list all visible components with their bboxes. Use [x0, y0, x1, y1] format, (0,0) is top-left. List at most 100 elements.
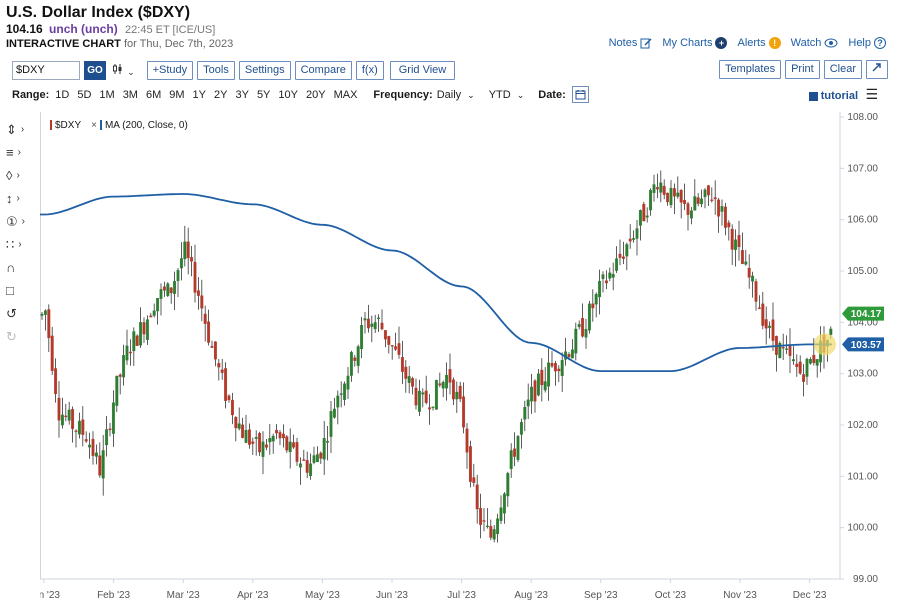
redo-tool[interactable]: ↻ — [6, 325, 36, 348]
range-option-1d[interactable]: 1D — [55, 88, 70, 101]
notes-link[interactable]: Notes — [609, 37, 653, 49]
measure-tool[interactable]: ↕ › — [6, 187, 36, 210]
shapes-icon: ◊ — [6, 168, 13, 183]
price-chart[interactable]: 99.00 100.00 101.00 102.00 103.00 104.00 105.0… — [40, 112, 900, 612]
last-price: 104.16 — [6, 22, 43, 36]
function-button[interactable]: f(x) — [355, 60, 384, 80]
clear-button[interactable]: Clear — [823, 60, 862, 79]
period-dropdown[interactable]: YTD ⌄ — [489, 89, 525, 101]
candle-body — [203, 313, 207, 324]
candle-body — [744, 261, 748, 265]
tutorial-link[interactable]: tutorial — [808, 90, 858, 102]
symbol-input[interactable] — [12, 60, 80, 80]
candle-body — [523, 406, 527, 420]
candle-body — [179, 258, 183, 269]
close-icon[interactable]: × — [91, 120, 97, 131]
candle-body — [220, 369, 224, 373]
range-option-5d[interactable]: 5D — [77, 88, 92, 101]
candle-body — [414, 387, 418, 406]
x-tick-label: Dec '23 — [793, 590, 827, 601]
candle-body — [81, 419, 85, 435]
range-option-3y[interactable]: 3Y — [235, 88, 249, 101]
candle-body — [468, 446, 472, 482]
candle-body — [258, 433, 262, 453]
settings-button[interactable]: Settings — [238, 60, 291, 80]
shapes-tool[interactable]: ◊ › — [6, 164, 36, 187]
tools-button[interactable]: Tools — [197, 60, 235, 80]
candle-body — [108, 428, 112, 431]
lock-icon: □ — [6, 283, 14, 298]
legend-swatch-ma — [99, 120, 102, 131]
candle-body — [139, 322, 143, 346]
help-link[interactable]: Help ? — [848, 37, 886, 49]
range-option-2y[interactable]: 2Y — [214, 88, 228, 101]
legend-label-ma: MA (200, Close, 0) — [104, 120, 188, 131]
compare-button[interactable]: Compare — [294, 60, 352, 80]
candle-body — [305, 460, 309, 473]
range-option-20y[interactable]: 20Y — [305, 88, 326, 101]
alerts-link[interactable]: Alerts ! — [737, 37, 781, 49]
go-button[interactable]: GO — [84, 60, 106, 80]
pattern-tool[interactable]: ∷ › — [6, 233, 36, 256]
ma-value-tag-label: 103.57 — [851, 340, 882, 351]
lock-tool[interactable]: □ — [6, 279, 36, 302]
undo-tool[interactable]: ↺ — [6, 302, 36, 325]
lines-tool[interactable]: ≡ › — [6, 141, 36, 164]
y-tick-label: 108.00 — [847, 112, 878, 123]
candle-body — [115, 375, 119, 406]
candle-body — [278, 432, 282, 439]
candle-body — [502, 493, 506, 514]
x-tick-label: Apr '23 — [237, 590, 269, 601]
candle-body — [462, 396, 466, 428]
range-option-1m[interactable]: 1M — [99, 88, 115, 101]
candle-body — [128, 351, 132, 354]
candle-body — [210, 346, 214, 348]
range-option-6m[interactable]: 6M — [145, 88, 162, 101]
crosshair-tool[interactable]: ⇕ › — [6, 118, 36, 141]
candle-body — [543, 381, 547, 391]
candle-body — [349, 352, 353, 376]
candle-body — [475, 484, 479, 510]
candle-body — [608, 272, 612, 279]
candle-body — [336, 395, 340, 408]
frequency-dropdown[interactable]: Daily ⌄ — [437, 89, 475, 101]
last-price-tag-bg — [842, 306, 884, 321]
candle-body — [815, 359, 819, 366]
frequency-value: Daily — [436, 88, 462, 101]
range-option-10y[interactable]: 10Y — [278, 88, 298, 101]
candle-body — [581, 318, 585, 337]
range-option-1y[interactable]: 1Y — [192, 88, 206, 101]
eye-icon — [824, 38, 838, 48]
range-option-9m[interactable]: 9M — [169, 88, 185, 101]
study-button[interactable]: +Study — [146, 60, 194, 80]
candle-body — [778, 342, 782, 359]
range-option-max[interactable]: MAX — [333, 88, 358, 101]
candle-body — [319, 452, 323, 459]
watch-link[interactable]: Watch — [791, 37, 839, 49]
chart-type-dropdown[interactable]: ⌄ — [112, 63, 135, 78]
candle-body — [421, 392, 425, 395]
templates-button[interactable]: Templates — [718, 60, 782, 79]
candle-body — [360, 325, 364, 350]
my-charts-link[interactable]: My Charts + — [662, 37, 728, 49]
expand-button[interactable] — [866, 60, 888, 79]
x-tick-label: Oct '23 — [655, 590, 687, 601]
annotation-tool[interactable]: ① › — [6, 210, 36, 233]
candle-body — [594, 293, 598, 305]
candle-body — [247, 429, 251, 445]
magnet-tool[interactable]: ∩ — [6, 256, 36, 279]
candle-body — [227, 395, 231, 401]
candle-body — [618, 253, 622, 258]
chart-legend: $DXY × MA (200, Close, 0) — [50, 120, 188, 131]
grid-view-button[interactable]: Grid View — [389, 60, 456, 80]
menu-icon[interactable]: ☰ — [865, 86, 878, 102]
candle-body — [635, 228, 639, 239]
candle-body — [764, 319, 768, 329]
calendar-button[interactable] — [571, 86, 589, 103]
range-option-5y[interactable]: 5Y — [256, 88, 271, 101]
candle-body — [264, 444, 268, 448]
range-option-3m[interactable]: 3M — [122, 88, 138, 101]
candle-body — [696, 197, 700, 204]
candle-body — [196, 290, 200, 296]
print-button[interactable]: Print — [785, 60, 820, 79]
